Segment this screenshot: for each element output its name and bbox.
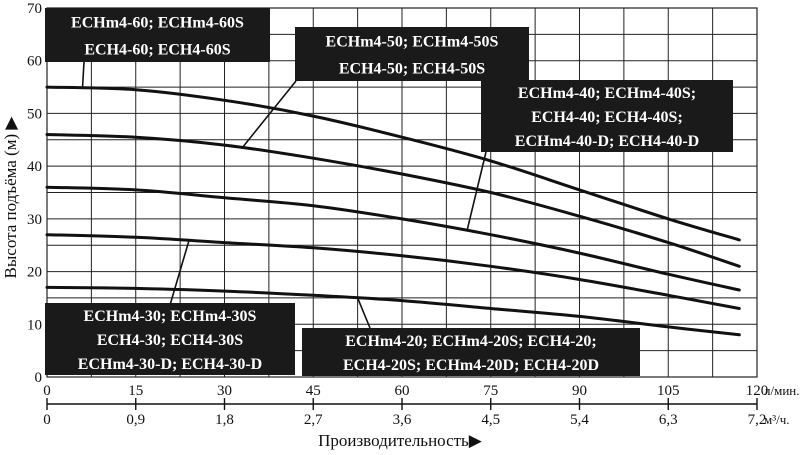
y-tick-label: 0 bbox=[35, 370, 43, 386]
x-tick-label-primary: 105 bbox=[657, 383, 680, 399]
y-tick-label: 70 bbox=[27, 1, 42, 17]
leader-line-s20 bbox=[356, 297, 371, 329]
curves bbox=[45, 85, 741, 337]
x-axis-title: Производительность▶ bbox=[318, 431, 483, 450]
series-label-line: ECHm4-30; ECHm4-30S bbox=[84, 308, 257, 325]
series-label-s50: ECHm4-50; ECHm4-50S ECH4-50; ECH4-50S bbox=[295, 27, 529, 81]
series-label-s30: ECHm4-30; ECHm4-30S ECH4-30; ECH4-30S ECHm… bbox=[45, 303, 295, 375]
curve-s30 bbox=[45, 233, 741, 310]
leader-lines bbox=[81, 61, 487, 329]
series-label-box bbox=[45, 8, 270, 62]
x-tick-label-primary: 75 bbox=[483, 383, 498, 399]
y-tick-label: 60 bbox=[27, 54, 42, 70]
x-tick-label-secondary: 5,4 bbox=[570, 412, 589, 428]
series-label-box bbox=[45, 303, 295, 375]
leader-line-s40 bbox=[466, 151, 487, 231]
series-label-s40: ECHm4-40; ECHm4-40S; ECH4-40; ECH4-40S; EC… bbox=[481, 80, 733, 152]
series-label-line: ECH4-20S; ECHm4-20D; ECH4-20D bbox=[343, 357, 599, 374]
series-label-box bbox=[481, 80, 733, 152]
x-tick-label-secondary: 3,6 bbox=[393, 412, 412, 428]
y-tick-label: 30 bbox=[27, 212, 42, 228]
curve-s50 bbox=[45, 133, 741, 268]
x-tick-label-secondary: 0,9 bbox=[126, 412, 145, 428]
y-tick-label: 20 bbox=[27, 265, 42, 281]
series-label-line: ECH4-30; ECH4-30S bbox=[97, 332, 243, 349]
x-tick-label-secondary: 4,5 bbox=[481, 412, 500, 428]
y-tick-label: 10 bbox=[27, 317, 42, 333]
y-tick-label: 40 bbox=[27, 159, 42, 175]
leader-line-s30 bbox=[169, 240, 190, 306]
x-tick-label-secondary: 2,7 bbox=[304, 412, 323, 428]
series-label-s20: ECHm4-20; ECHm4-20S; ECH4-20; ECH4-20S; E… bbox=[302, 328, 640, 376]
x-tick-label-primary: 15 bbox=[128, 383, 143, 399]
series-label-line: ECHm4-40; ECHm4-40S; bbox=[518, 85, 696, 102]
series-label-line: ECH4-50; ECH4-50S bbox=[339, 61, 485, 78]
x-tick-label-primary: 60 bbox=[395, 383, 410, 399]
x-unit-primary: л/мин. bbox=[764, 383, 800, 398]
series-label-line: ECHm4-40-D; ECH4-40-D bbox=[515, 133, 699, 150]
series-label-line: ECH4-40; ECH4-40S; bbox=[531, 109, 683, 126]
x-tick-label-secondary: 6,3 bbox=[659, 412, 678, 428]
series-label-line: ECH4-60; ECH4-60S bbox=[84, 42, 230, 59]
x-tick-label-primary: 45 bbox=[306, 383, 321, 399]
leader-line-s50 bbox=[241, 80, 297, 149]
curve-s40 bbox=[45, 185, 741, 292]
x-tick-label-secondary: 7,2 bbox=[748, 412, 767, 428]
x-tick-label-secondary: 1,8 bbox=[215, 412, 234, 428]
leader-line-s60 bbox=[81, 61, 85, 89]
x-unit-secondary: м³/ч. bbox=[764, 412, 790, 427]
y-axis-title: Высота подъёма (м) ▶ bbox=[1, 116, 20, 279]
series-label-line: ECHm4-20; ECHm4-20S; ECH4-20; bbox=[345, 333, 597, 350]
curve-s20 bbox=[45, 285, 741, 337]
series-label-line: ECHm4-30-D; ECH4-30-D bbox=[78, 356, 262, 373]
x-tick-label-primary: 120 bbox=[746, 383, 769, 399]
x-tick-label-primary: 90 bbox=[572, 383, 587, 399]
series-label-line: ECHm4-50; ECHm4-50S bbox=[326, 34, 499, 51]
curve-s60 bbox=[45, 85, 741, 242]
y-tick-label: 50 bbox=[27, 106, 42, 122]
x-tick-label-primary: 0 bbox=[43, 383, 51, 399]
x-tick-label-secondary: 0 bbox=[43, 412, 51, 428]
series-label-box bbox=[302, 328, 640, 376]
series-label-line: ECHm4-60; ECHm4-60S bbox=[71, 15, 244, 32]
x-tick-label-primary: 30 bbox=[217, 383, 232, 399]
series-label-s60: ECHm4-60; ECHm4-60S ECH4-60; ECH4-60S bbox=[45, 8, 270, 62]
series-label-box bbox=[295, 27, 529, 81]
